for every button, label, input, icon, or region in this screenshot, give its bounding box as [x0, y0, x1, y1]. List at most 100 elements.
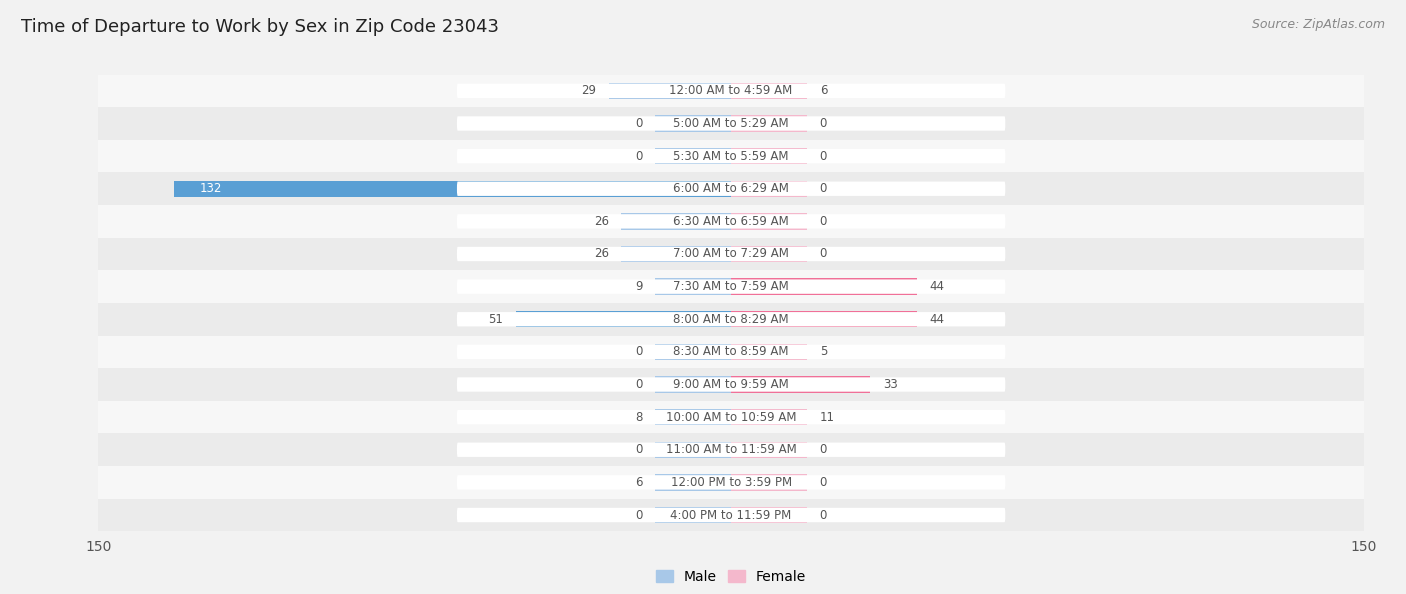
Text: 11:00 AM to 11:59 AM: 11:00 AM to 11:59 AM — [666, 443, 796, 456]
FancyBboxPatch shape — [457, 247, 1005, 261]
Bar — [655, 148, 731, 165]
Text: 9: 9 — [636, 280, 643, 293]
Text: 44: 44 — [929, 313, 945, 326]
Bar — [98, 172, 1364, 205]
Text: 8: 8 — [636, 410, 643, 424]
Bar — [98, 336, 1364, 368]
Text: 7:00 AM to 7:29 AM: 7:00 AM to 7:29 AM — [673, 248, 789, 261]
Bar — [98, 303, 1364, 336]
FancyBboxPatch shape — [457, 279, 1005, 294]
Bar — [98, 205, 1364, 238]
Text: 6:00 AM to 6:29 AM: 6:00 AM to 6:29 AM — [673, 182, 789, 195]
Text: 6: 6 — [636, 476, 643, 489]
Text: 0: 0 — [820, 476, 827, 489]
Bar — [731, 441, 807, 458]
Bar — [98, 401, 1364, 434]
Text: Time of Departure to Work by Sex in Zip Code 23043: Time of Departure to Work by Sex in Zip … — [21, 18, 499, 36]
FancyBboxPatch shape — [457, 345, 1005, 359]
FancyBboxPatch shape — [457, 443, 1005, 457]
Text: 9:00 AM to 9:59 AM: 9:00 AM to 9:59 AM — [673, 378, 789, 391]
Bar — [98, 434, 1364, 466]
FancyBboxPatch shape — [457, 508, 1005, 522]
Text: 44: 44 — [929, 280, 945, 293]
Bar — [655, 115, 731, 132]
Text: 8:30 AM to 8:59 AM: 8:30 AM to 8:59 AM — [673, 345, 789, 358]
Text: 0: 0 — [636, 443, 643, 456]
FancyBboxPatch shape — [457, 312, 1005, 327]
FancyBboxPatch shape — [457, 149, 1005, 163]
Bar — [655, 441, 731, 458]
Bar — [174, 181, 731, 197]
Bar — [98, 270, 1364, 303]
Bar — [731, 311, 917, 327]
Bar — [655, 344, 731, 360]
Bar — [731, 181, 807, 197]
Bar — [731, 409, 807, 425]
FancyBboxPatch shape — [457, 84, 1005, 98]
Text: 12:00 PM to 3:59 PM: 12:00 PM to 3:59 PM — [671, 476, 792, 489]
Text: 11: 11 — [820, 410, 835, 424]
Bar — [98, 140, 1364, 172]
Bar — [731, 83, 807, 99]
Text: 26: 26 — [593, 248, 609, 261]
Bar — [731, 279, 917, 295]
FancyBboxPatch shape — [457, 377, 1005, 391]
Text: 0: 0 — [820, 150, 827, 163]
Text: 51: 51 — [488, 313, 503, 326]
Bar — [731, 377, 870, 393]
Bar — [731, 344, 807, 360]
Bar — [655, 507, 731, 523]
Bar — [731, 507, 807, 523]
Bar — [655, 409, 731, 425]
Text: 0: 0 — [636, 150, 643, 163]
Bar — [98, 368, 1364, 401]
Text: 132: 132 — [200, 182, 222, 195]
Text: 0: 0 — [820, 182, 827, 195]
Text: 29: 29 — [581, 84, 596, 97]
Legend: Male, Female: Male, Female — [652, 565, 810, 588]
Text: 0: 0 — [636, 117, 643, 130]
Text: 7:30 AM to 7:59 AM: 7:30 AM to 7:59 AM — [673, 280, 789, 293]
Text: 26: 26 — [593, 215, 609, 228]
Text: Source: ZipAtlas.com: Source: ZipAtlas.com — [1251, 18, 1385, 31]
FancyBboxPatch shape — [457, 475, 1005, 489]
Bar — [655, 377, 731, 393]
Text: 6: 6 — [820, 84, 827, 97]
Bar — [98, 499, 1364, 532]
Bar — [516, 311, 731, 327]
Text: 6:30 AM to 6:59 AM: 6:30 AM to 6:59 AM — [673, 215, 789, 228]
Text: 0: 0 — [636, 378, 643, 391]
Bar — [621, 246, 731, 262]
Bar — [98, 74, 1364, 107]
Text: 5:00 AM to 5:29 AM: 5:00 AM to 5:29 AM — [673, 117, 789, 130]
Bar — [731, 148, 807, 165]
Bar — [98, 466, 1364, 499]
Text: 0: 0 — [820, 508, 827, 522]
Text: 0: 0 — [820, 215, 827, 228]
Bar — [731, 246, 807, 262]
Text: 4:00 PM to 11:59 PM: 4:00 PM to 11:59 PM — [671, 508, 792, 522]
Text: 0: 0 — [820, 443, 827, 456]
Text: 0: 0 — [820, 248, 827, 261]
Bar — [731, 213, 807, 229]
FancyBboxPatch shape — [457, 214, 1005, 229]
Text: 10:00 AM to 10:59 AM: 10:00 AM to 10:59 AM — [666, 410, 796, 424]
Bar — [621, 213, 731, 229]
Bar — [609, 83, 731, 99]
Text: 5: 5 — [820, 345, 827, 358]
Bar — [98, 238, 1364, 270]
Text: 8:00 AM to 8:29 AM: 8:00 AM to 8:29 AM — [673, 313, 789, 326]
FancyBboxPatch shape — [457, 410, 1005, 424]
Text: 33: 33 — [883, 378, 897, 391]
Bar — [655, 474, 731, 491]
Text: 0: 0 — [636, 508, 643, 522]
Bar — [98, 107, 1364, 140]
Bar — [731, 115, 807, 132]
FancyBboxPatch shape — [457, 116, 1005, 131]
Text: 0: 0 — [820, 117, 827, 130]
FancyBboxPatch shape — [457, 182, 1005, 196]
Text: 0: 0 — [636, 345, 643, 358]
Bar — [655, 279, 731, 295]
Bar — [731, 474, 807, 491]
Text: 5:30 AM to 5:59 AM: 5:30 AM to 5:59 AM — [673, 150, 789, 163]
